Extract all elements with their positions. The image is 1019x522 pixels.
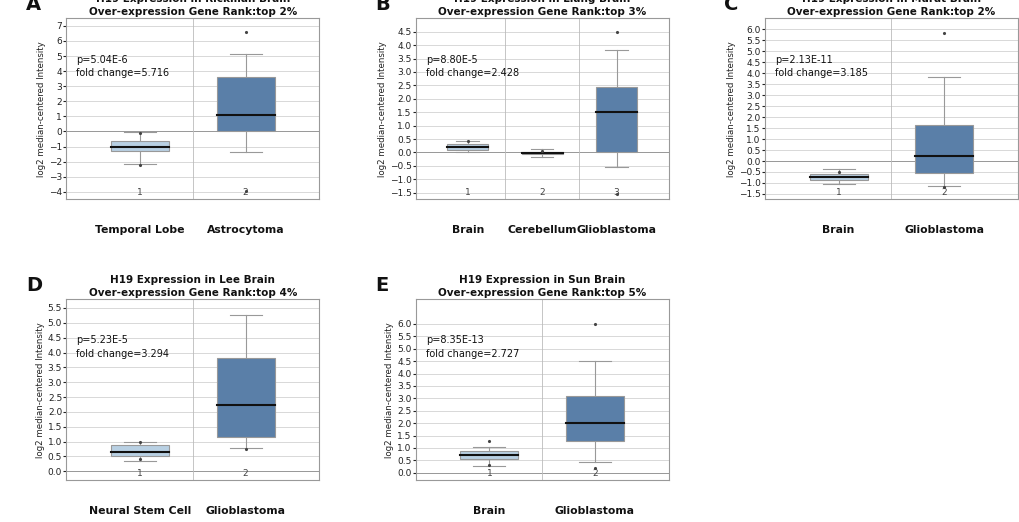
Text: 2: 2 xyxy=(539,188,544,197)
Title: H19 Expression in Murat Brain
Over-expression Gene Rank:top 2%: H19 Expression in Murat Brain Over-expre… xyxy=(787,0,995,18)
Text: 1: 1 xyxy=(138,469,143,478)
Text: 2: 2 xyxy=(243,469,249,478)
Text: 2: 2 xyxy=(243,188,249,197)
Text: Brain: Brain xyxy=(473,506,505,516)
Text: Neural Stem Cell: Neural Stem Cell xyxy=(89,506,191,516)
Y-axis label: log2 median-centered Intensity: log2 median-centered Intensity xyxy=(37,41,46,177)
Bar xyxy=(216,358,274,437)
Text: D: D xyxy=(25,276,42,294)
Title: H19 Expression in Rickman Brain
Over-expression Gene Rank:top 2%: H19 Expression in Rickman Brain Over-exp… xyxy=(89,0,297,18)
Text: 3: 3 xyxy=(613,188,619,197)
Text: 2: 2 xyxy=(941,188,946,197)
Bar xyxy=(111,445,169,456)
Title: H19 Expression in Lee Brain
Over-expression Gene Rank:top 4%: H19 Expression in Lee Brain Over-express… xyxy=(89,275,297,298)
Text: Glioblastoma: Glioblastoma xyxy=(554,506,634,516)
Bar xyxy=(595,87,637,152)
Y-axis label: log2 median-centered Intensity: log2 median-centered Intensity xyxy=(36,322,45,457)
Text: 2: 2 xyxy=(591,469,597,478)
Text: E: E xyxy=(375,276,388,294)
Text: 1: 1 xyxy=(138,188,143,197)
Text: Brain: Brain xyxy=(821,225,854,235)
Text: p=8.80E-5
fold change=2.428: p=8.80E-5 fold change=2.428 xyxy=(425,54,519,78)
Text: B: B xyxy=(375,0,389,14)
Text: p=2.13E-11
fold change=3.185: p=2.13E-11 fold change=3.185 xyxy=(774,54,867,78)
Bar xyxy=(460,451,518,459)
Title: H19 Expression in Liang Brain
Over-expression Gene Rank:top 3%: H19 Expression in Liang Brain Over-expre… xyxy=(437,0,646,18)
Text: Glioblastoma: Glioblastoma xyxy=(903,225,983,235)
Text: 1: 1 xyxy=(486,469,492,478)
Title: H19 Expression in Sun Brain
Over-expression Gene Rank:top 5%: H19 Expression in Sun Brain Over-express… xyxy=(437,275,646,298)
Text: Glioblastoma: Glioblastoma xyxy=(206,506,285,516)
Text: Glioblastoma: Glioblastoma xyxy=(576,225,656,235)
Text: p=5.23E-5
fold change=3.294: p=5.23E-5 fold change=3.294 xyxy=(76,335,169,359)
Text: C: C xyxy=(723,0,738,14)
Bar xyxy=(216,77,274,130)
Text: p=5.04E-6
fold change=5.716: p=5.04E-6 fold change=5.716 xyxy=(76,54,169,78)
Text: Cerebellum: Cerebellum xyxy=(506,225,577,235)
Y-axis label: log2 median-centered Intensity: log2 median-centered Intensity xyxy=(377,41,386,177)
Text: 1: 1 xyxy=(465,188,470,197)
Bar xyxy=(111,141,169,151)
Bar xyxy=(521,152,562,154)
Y-axis label: log2 median-centered Intensity: log2 median-centered Intensity xyxy=(385,322,394,457)
Bar xyxy=(809,174,867,180)
Text: A: A xyxy=(25,0,41,14)
Text: p=8.35E-13
fold change=2.727: p=8.35E-13 fold change=2.727 xyxy=(425,335,519,359)
Text: Astrocytoma: Astrocytoma xyxy=(207,225,284,235)
Bar xyxy=(566,396,624,441)
Text: Brain: Brain xyxy=(451,225,483,235)
Bar xyxy=(446,144,488,150)
Bar xyxy=(914,125,972,173)
Text: Temporal Lobe: Temporal Lobe xyxy=(96,225,184,235)
Y-axis label: log2 median-centered Intensity: log2 median-centered Intensity xyxy=(727,41,736,177)
Text: 1: 1 xyxy=(835,188,841,197)
